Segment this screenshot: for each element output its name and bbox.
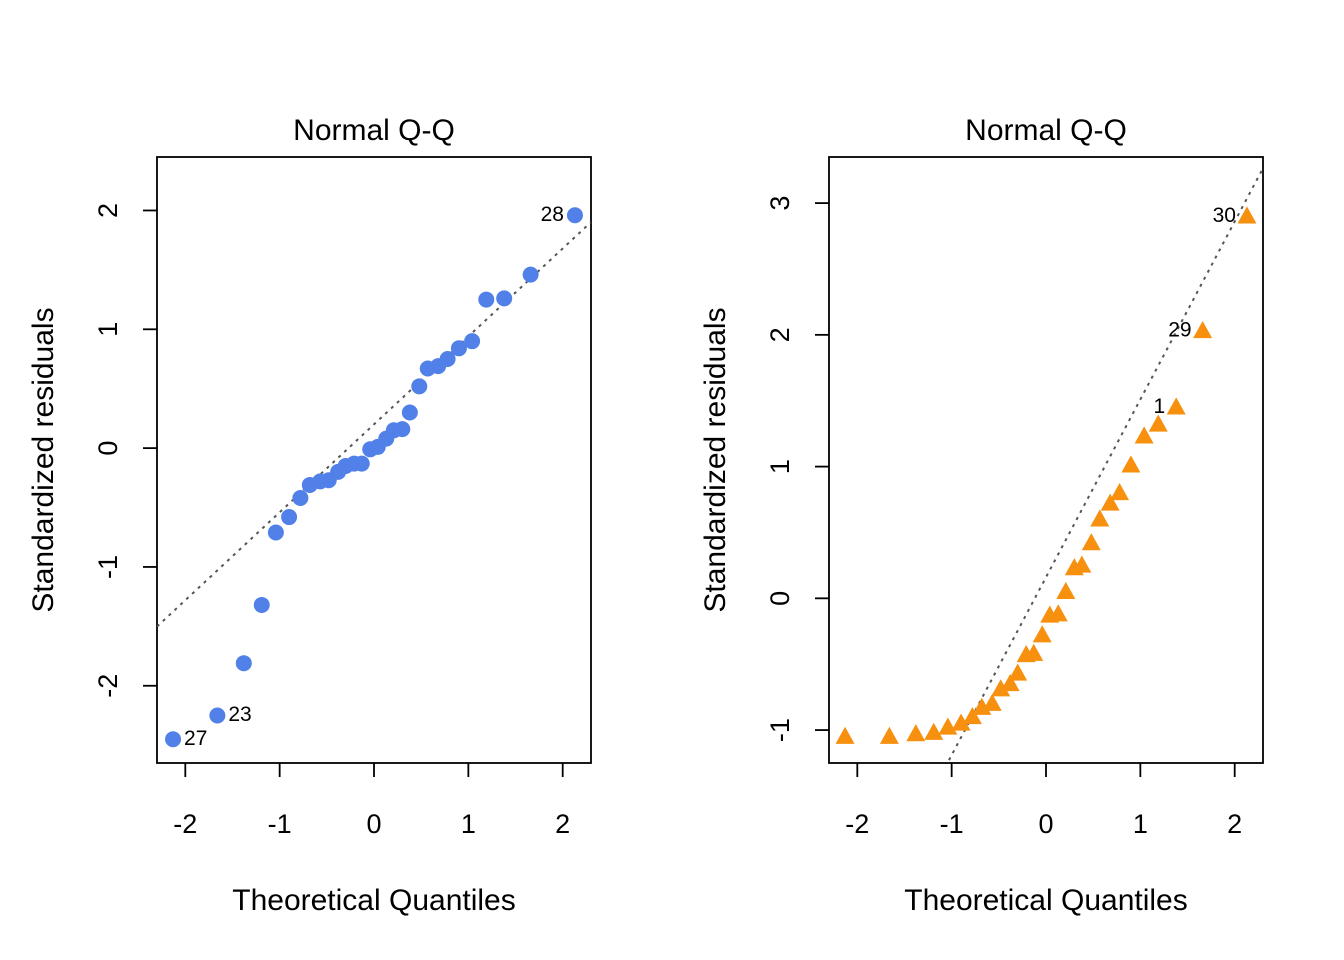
right-qq-point [991, 679, 1011, 697]
right-qq-point [1048, 604, 1068, 622]
right-qq-point [1148, 414, 1168, 432]
right-plot-frame [828, 156, 1264, 764]
left-point-label: 23 [228, 703, 251, 726]
right-qq-reference-line [946, 167, 1263, 763]
left-qq-point [165, 731, 182, 748]
left-qq-point [394, 421, 411, 438]
left-qq-point [522, 266, 539, 283]
right-x-tick-label: 2 [1227, 809, 1242, 839]
left-x-tick-label: 1 [461, 809, 476, 839]
right-qq-point [1134, 426, 1154, 444]
right-y-axis-label: Standardized residuals [699, 307, 732, 612]
right-qq-panel: Normal Q-Q -2 -1 0 1 2 -1 0 1 2 3 Theoretical Quant… [699, 114, 1264, 917]
left-qq-reference-line [157, 221, 591, 628]
left-x-tick-label: -1 [268, 809, 292, 839]
left-y-tick-label: -1 [93, 555, 123, 579]
right-y-tick-label: 1 [765, 459, 795, 474]
left-qq-point [439, 351, 456, 367]
right-y-tick-label: 2 [765, 327, 795, 342]
left-plot-frame [156, 156, 592, 764]
right-qq-point [1072, 555, 1092, 573]
right-x-tick-label: -1 [940, 809, 964, 839]
right-qq-point [1090, 509, 1110, 527]
right-qq-point [1081, 533, 1101, 551]
left-qq-point [209, 707, 226, 724]
left-point-label: 28 [541, 203, 564, 226]
right-qq-point [835, 726, 855, 744]
right-y-tick-label: 3 [765, 196, 795, 211]
left-qq-point [496, 290, 513, 307]
right-qq-point [1000, 674, 1020, 692]
left-qq-point [267, 524, 284, 541]
right-qq-point [1121, 455, 1141, 473]
right-qq-point [1056, 581, 1076, 599]
right-point-label: 1 [1154, 395, 1166, 418]
left-x-tick-label: -2 [173, 809, 197, 839]
right-y-tick-label: -1 [765, 718, 795, 742]
right-qq-point [962, 706, 982, 725]
right-qq-point [1110, 483, 1130, 501]
right-x-tick-label: 0 [1038, 809, 1053, 839]
left-qq-point [464, 333, 481, 350]
left-qq-panel: Normal Q-Q -2 -1 0 1 2 -2 -1 0 1 2 Theoretical Quan… [27, 114, 592, 917]
left-qq-point [235, 655, 252, 672]
right-x-axis-label: Theoretical Quantiles [904, 884, 1187, 917]
left-qq-point [478, 291, 495, 308]
left-qq-point [566, 207, 583, 224]
left-qq-point [450, 340, 467, 357]
left-qq-point [353, 455, 370, 472]
right-point-label: 29 [1168, 318, 1191, 341]
right-x-tick-label: -2 [845, 809, 869, 839]
left-qq-point [281, 509, 298, 526]
right-qq-point [982, 693, 1002, 711]
right-qq-point [1024, 643, 1044, 661]
left-x-tick-label: 0 [366, 809, 381, 839]
right-qq-point [879, 726, 899, 744]
right-qq-point [1100, 493, 1120, 511]
right-qq-point [951, 713, 971, 731]
left-y-tick-label: 2 [93, 203, 123, 218]
right-qq-point [1193, 320, 1213, 339]
left-qq-point [411, 378, 428, 395]
left-x-axis-label: Theoretical Quantiles [232, 884, 515, 917]
right-y-tick-label: 0 [765, 591, 795, 606]
right-qq-point [924, 722, 944, 740]
left-point-label: 27 [184, 727, 207, 750]
right-point-label: 30 [1213, 204, 1236, 227]
right-qq-point [1237, 206, 1257, 224]
left-y-axis-label: Standardized residuals [27, 307, 60, 612]
left-y-tick-label: -2 [93, 674, 123, 698]
right-qq-point [906, 724, 926, 742]
right-plot-title: Normal Q-Q [965, 114, 1127, 147]
left-qq-point [401, 404, 418, 421]
left-plot-title: Normal Q-Q [293, 114, 455, 147]
left-x-tick-label: 2 [555, 809, 570, 839]
left-qq-point [253, 596, 270, 613]
right-qq-point [1032, 625, 1052, 643]
left-qq-point [292, 490, 309, 507]
left-y-tick-label: 1 [93, 322, 123, 337]
right-x-tick-label: 1 [1133, 809, 1148, 839]
right-qq-point [1008, 663, 1028, 681]
left-y-tick-label: 0 [93, 441, 123, 456]
right-qq-point [1166, 397, 1186, 415]
